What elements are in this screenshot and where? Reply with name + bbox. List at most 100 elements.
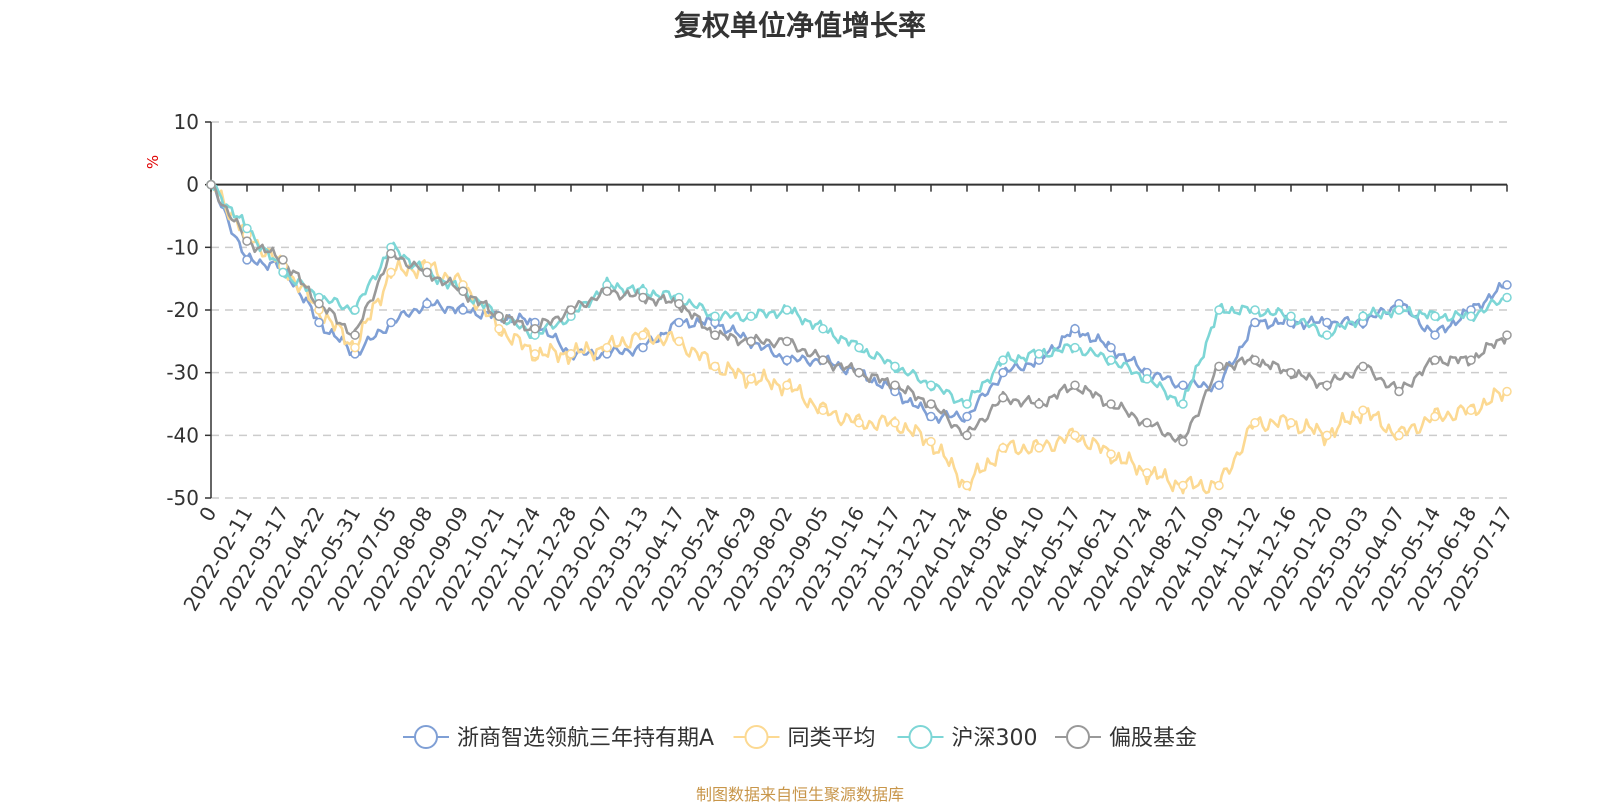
- data-point: [1394, 305, 1404, 315]
- data-point: [602, 286, 612, 296]
- data-point: [1358, 361, 1368, 372]
- data-point: [818, 405, 828, 416]
- data-point: [1466, 405, 1476, 416]
- data-point: [638, 292, 648, 303]
- data-point: [1502, 280, 1512, 290]
- y-tick-label: -50: [166, 486, 199, 510]
- data-point: [242, 236, 252, 246]
- data-point: [638, 342, 648, 353]
- data-point: [1322, 380, 1332, 390]
- legend-swatch-circle: [908, 725, 933, 749]
- data-point: [926, 399, 936, 409]
- data-point: [1502, 292, 1512, 303]
- data-point: [854, 367, 864, 378]
- data-point: [710, 311, 720, 322]
- legend-swatch-circle: [414, 725, 438, 749]
- data-point: [1070, 324, 1080, 334]
- y-tick-label: -40: [166, 423, 199, 447]
- data-point: [1070, 342, 1080, 353]
- data-point: [998, 443, 1008, 453]
- data-point: [1070, 380, 1080, 390]
- data-point: [206, 179, 216, 190]
- data-point: [530, 349, 540, 359]
- data-point: [1502, 330, 1512, 340]
- data-point: [422, 267, 432, 278]
- x-tick-label: 0: [194, 503, 221, 526]
- data-point: [1214, 361, 1224, 372]
- series-line: [209, 184, 1508, 495]
- data-point: [1214, 480, 1224, 491]
- data-point: [386, 317, 396, 328]
- data-point: [1142, 418, 1152, 428]
- data-point: [242, 223, 252, 234]
- data-point: [1466, 355, 1476, 365]
- data-point: [746, 336, 756, 347]
- data-point: [602, 342, 612, 353]
- data-point: [818, 324, 828, 334]
- series-lines: [209, 183, 1509, 495]
- data-point: [1142, 468, 1152, 478]
- legend-label: 同类平均: [788, 726, 876, 751]
- data-point: [710, 330, 720, 340]
- data-point: [1322, 430, 1332, 441]
- series-line: [210, 183, 1508, 424]
- data-point: [1394, 386, 1404, 397]
- data-point: [854, 418, 864, 428]
- data-point: [1070, 430, 1080, 441]
- data-point: [1178, 436, 1188, 447]
- data-point: [386, 248, 396, 259]
- data-point: [1430, 411, 1440, 422]
- legend-item[interactable]: 浙商智选领航三年持有期A: [403, 725, 714, 751]
- data-point: [1106, 449, 1116, 459]
- data-point: [1034, 349, 1044, 359]
- legend[interactable]: 浙商智选领航三年持有期A 同类平均 沪深300 偏股基金: [403, 725, 1197, 751]
- axes: 100-10-20-30-40-50%02022-02-112022-03-17…: [144, 110, 1517, 615]
- data-point: [458, 305, 468, 315]
- y-tick-label: -10: [166, 235, 199, 259]
- data-point: [314, 317, 324, 328]
- data-point: [926, 411, 936, 422]
- data-point: [494, 311, 504, 322]
- legend-swatch-circle: [1066, 725, 1090, 749]
- data-point: [998, 392, 1008, 403]
- data-point: [1034, 443, 1044, 453]
- legend-item[interactable]: 偏股基金: [1055, 725, 1197, 751]
- data-point: [890, 418, 900, 428]
- data-point: [1358, 311, 1368, 322]
- data-point: [1322, 330, 1332, 340]
- data-point: [1286, 418, 1296, 428]
- data-point: [710, 361, 720, 372]
- data-point: [314, 298, 324, 309]
- data-point: [1322, 317, 1332, 328]
- data-point: [494, 324, 504, 334]
- data-point: [350, 342, 360, 353]
- data-point: [962, 430, 972, 441]
- data-point: [1106, 342, 1116, 353]
- data-point: [1250, 355, 1260, 365]
- data-point: [1178, 380, 1188, 390]
- data-point: [854, 342, 864, 353]
- data-point: [746, 374, 756, 384]
- legend-label: 沪深300: [952, 726, 1038, 751]
- data-point: [278, 267, 288, 278]
- data-point: [926, 436, 936, 447]
- grid-lines: [211, 121, 1507, 499]
- legend-item[interactable]: 沪深300: [897, 725, 1038, 751]
- data-point: [998, 355, 1008, 365]
- data-point: [1502, 386, 1512, 397]
- data-point: [566, 305, 576, 315]
- data-point: [458, 286, 468, 296]
- data-point: [1034, 399, 1044, 409]
- data-point: [1358, 405, 1368, 416]
- data-point: [962, 399, 972, 409]
- legend-label: 浙商智选领航三年持有期A: [457, 726, 714, 751]
- data-point: [242, 255, 252, 265]
- data-point: [1250, 317, 1260, 328]
- data-point: [422, 298, 432, 309]
- legend-item[interactable]: 同类平均: [733, 725, 876, 751]
- data-point: [1142, 374, 1152, 384]
- y-tick-label: 10: [174, 110, 199, 134]
- data-point: [1214, 380, 1224, 390]
- data-point: [1178, 480, 1188, 491]
